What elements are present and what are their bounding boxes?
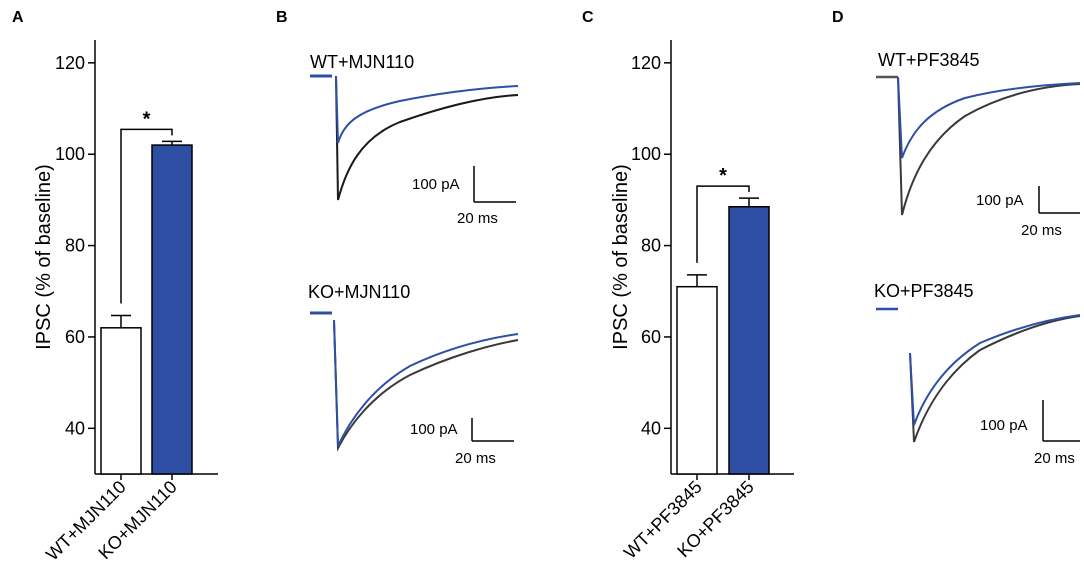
ko-trace-b-bottom: [333, 319, 519, 447]
ko-trace-d-top: [897, 76, 1081, 159]
y-tick-label-c-60: 60: [641, 327, 661, 347]
ko-trace-d-bottom: [909, 314, 1081, 426]
y-tick-label-a-40: 40: [65, 418, 85, 438]
scale-bar-b-bottom: [471, 418, 514, 442]
panel-letter-b: B: [276, 9, 288, 26]
scale-time-b-top: 20 ms: [457, 210, 498, 227]
wt-trace-b-top: [335, 75, 519, 201]
y-tick-label-c-80: 80: [641, 236, 661, 256]
trace-panel-b-top: WT+MJN110 100 pA 20 ms: [310, 52, 519, 227]
wt-trace-d-top: [897, 76, 1081, 216]
y-axis-title-a: IPSC (% of baseline): [33, 164, 55, 350]
y-axis-title-c: IPSC (% of baseline): [610, 164, 632, 350]
scale-bar-b-top: [473, 166, 516, 203]
ko-trace-b-top: [335, 75, 519, 144]
scale-time-b-bottom: 20 ms: [455, 450, 496, 467]
scale-bar-d-bottom: [1042, 400, 1080, 442]
panel-letter-a: A: [12, 9, 24, 26]
significance-star-a: *: [143, 108, 151, 130]
y-tick-label-a-100: 100: [55, 144, 85, 164]
panel-letter-d: D: [832, 9, 844, 26]
bar-c-1: [676, 285, 718, 475]
scale-current-d-top: 100 pA: [976, 192, 1024, 209]
scale-bar-d-top: [1038, 186, 1080, 214]
y-tick-label-a-80: 80: [65, 236, 85, 256]
trace-panel-b-bottom: KO+MJN110 100 pA 20 ms: [308, 282, 519, 467]
trace-panel-d-top: WT+PF3845 100 pA 20 ms: [876, 50, 1081, 239]
wt-trace-b-bottom: [333, 319, 519, 452]
significance-bracket-a: [120, 128, 173, 304]
trace-label-b-top: WT+MJN110: [310, 52, 414, 72]
scale-current-b-top: 100 pA: [412, 176, 460, 193]
panel-letter-c: C: [582, 9, 594, 26]
bar-a-2: [151, 144, 193, 475]
trace-label-d-top: WT+PF3845: [878, 50, 980, 70]
wt-trace-d-bottom: [909, 315, 1081, 443]
trace-panel-d-bottom: KO+PF3845 100 pA 20 ms: [874, 281, 1081, 467]
significance-star-c: *: [719, 165, 727, 187]
y-tick-label-a-60: 60: [65, 327, 85, 347]
scale-time-d-top: 20 ms: [1021, 222, 1062, 239]
scale-time-d-bottom: 20 ms: [1034, 450, 1075, 467]
scale-current-d-bottom: 100 pA: [980, 417, 1028, 434]
trace-label-d-bottom: KO+PF3845: [874, 281, 974, 301]
y-tick-label-c-120: 120: [631, 53, 661, 73]
y-tick-label-a-120: 120: [55, 53, 85, 73]
y-tick-label-c-100: 100: [631, 144, 661, 164]
bar-a-1: [100, 327, 142, 475]
trace-label-b-bottom: KO+MJN110: [308, 282, 410, 302]
scale-current-b-bottom: 100 pA: [410, 421, 458, 438]
y-tick-label-c-40: 40: [641, 418, 661, 438]
bar-c-2: [728, 205, 770, 475]
significance-bracket-c: [696, 185, 750, 263]
